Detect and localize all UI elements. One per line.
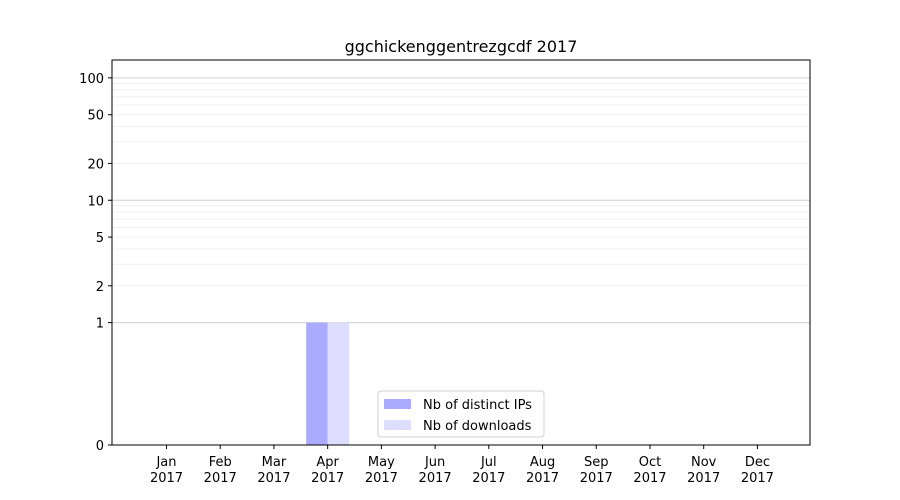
bar-downloads [327, 322, 350, 445]
x-tick-label-year: 2017 [526, 471, 559, 486]
x-tick-label-month: Apr [316, 455, 339, 470]
bar-layer [306, 322, 350, 445]
x-tick-label-year: 2017 [687, 471, 720, 486]
x-tick-label-month: Dec [745, 455, 770, 470]
legend-label: Nb of distinct IPs [423, 398, 532, 413]
x-tick-label-year: 2017 [257, 471, 290, 486]
y-tick-label: 2 [96, 280, 104, 295]
x-tick-label-month: Nov [691, 455, 717, 470]
legend-swatch [384, 399, 411, 409]
chart-title: ggchickenggentrezgcdf 2017 [345, 37, 578, 56]
x-tick-label-year: 2017 [472, 471, 505, 486]
legend-box [377, 390, 545, 438]
x-tick-label-month: Jan [155, 455, 176, 470]
x-tick-label-year: 2017 [311, 471, 344, 486]
x-tick-label-year: 2017 [633, 471, 666, 486]
x-tick-label-month: Jun [424, 455, 445, 470]
x-tick-label-year: 2017 [150, 471, 183, 486]
x-tick-label-month: Aug [530, 455, 555, 470]
y-tick-label: 1 [96, 317, 104, 332]
y-tick-label: 20 [87, 157, 104, 172]
x-tick-label-month: Mar [262, 455, 287, 470]
x-tick-label-year: 2017 [580, 471, 613, 486]
x-tick-label-year: 2017 [419, 471, 452, 486]
plot-frame [111, 59, 811, 446]
x-tick-label-month: Oct [639, 455, 661, 470]
bar-distinct-ips [306, 322, 328, 445]
legend-label: Nb of downloads [423, 419, 532, 434]
x-tick-label-month: May [368, 455, 395, 470]
x-tick-label-year: 2017 [204, 471, 237, 486]
legend: Nb of distinct IPs Nb of downloads [377, 390, 545, 438]
axis-layer: 0125102050100Jan2017Feb2017Mar2017Apr201… [79, 72, 774, 486]
y-tick-label: 50 [87, 109, 104, 124]
y-tick-label: 10 [87, 194, 104, 209]
x-tick-label-month: Sep [584, 455, 609, 470]
y-tick-label: 5 [96, 231, 104, 246]
x-tick-label-year: 2017 [741, 471, 774, 486]
grid-layer [112, 77, 810, 324]
legend-swatch [384, 420, 411, 430]
y-tick-label: 0 [96, 439, 104, 454]
y-tick-label: 100 [79, 72, 104, 87]
x-tick-label-month: Jul [480, 455, 497, 470]
x-tick-label-month: Feb [209, 455, 232, 470]
x-tick-label-year: 2017 [365, 471, 398, 486]
